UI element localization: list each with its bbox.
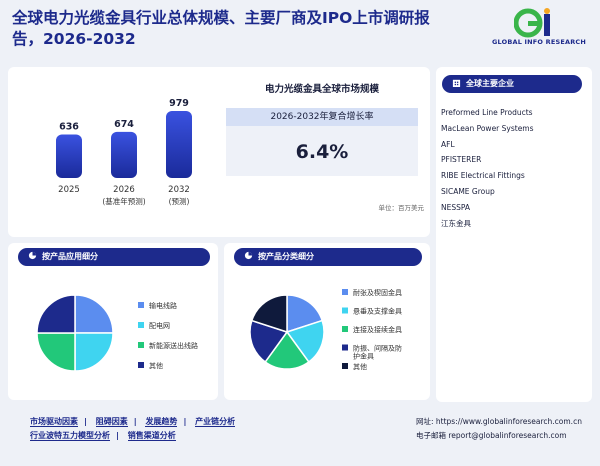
market-size-card: 636 2025 674 2026 (基准年预测) 979 2032 (预测) 电力光缆金具全… — [8, 67, 430, 237]
companies-header: 全球主要企业 — [442, 75, 582, 93]
logo-text: GLOBAL INFO RESEARCH — [491, 38, 587, 46]
bar-value-label: 674 — [114, 119, 134, 130]
bar-value-label: 979 — [169, 98, 189, 109]
companies-card: 全球主要企业 Preformed Line Products MacLean P… — [436, 67, 592, 402]
pie-slice — [36, 294, 76, 334]
bar-2025 — [56, 134, 82, 178]
pie-slice — [285, 319, 325, 363]
footer-contact: 网址: https://www.globalinforesearch.com.c… — [416, 415, 582, 443]
bar-2032 — [166, 111, 192, 178]
pie-slice — [249, 319, 289, 363]
legend-swatch — [138, 342, 144, 348]
company-item: AFL — [441, 139, 455, 149]
footer-link-trends[interactable]: 发展趋势 — [145, 417, 178, 427]
bar-value-label: 636 — [59, 121, 79, 132]
legend-label: 连接及接续金具 — [353, 325, 402, 334]
legend-label: 悬垂及支撑金具 — [353, 307, 402, 316]
company-item: 江东金具 — [441, 218, 471, 228]
pie-icon — [244, 251, 253, 260]
legend-swatch — [138, 362, 144, 368]
product-type-title: 按产品分类细分 — [258, 252, 314, 261]
product-type-header: 按产品分类细分 — [234, 248, 422, 266]
legend-swatch — [342, 363, 348, 369]
cagr-box — [226, 126, 418, 176]
legend-label: 防振、间隔及防护金具 — [353, 344, 402, 361]
company-list: Preformed Line Products MacLean Power Sy… — [441, 105, 534, 231]
company-item: Preformed Line Products — [441, 108, 533, 117]
legend-swatch — [138, 302, 144, 308]
market-bar-chart: 636 2025 674 2026(基准年预测) 979 2032(预测) — [56, 98, 192, 206]
pie-slice — [250, 294, 288, 334]
pie-slice — [264, 330, 310, 370]
footer-link-channels[interactable]: 销售渠道分析 — [127, 431, 176, 441]
building-icon — [452, 79, 461, 87]
footer-link-chain[interactable]: 产业链分析 — [195, 417, 236, 427]
pie-slice — [36, 332, 76, 372]
bar-year-label: 2032 — [168, 185, 190, 195]
company-item: MacLean Power Systems — [441, 123, 534, 133]
company-item: RIBE Electrical Fittings — [441, 171, 525, 181]
footer-link-porter[interactable]: 行业波特五力模型分析 — [30, 431, 110, 441]
pie-icon — [28, 251, 37, 260]
pie-slice — [74, 294, 114, 334]
application-title: 按产品应用细分 — [42, 252, 98, 261]
legend-label: 输电线路 — [149, 301, 177, 310]
bar-year-label: 2025 — [58, 185, 80, 195]
legend-swatch — [138, 322, 144, 328]
footer-link-barriers[interactable]: 阻碍因素 — [95, 417, 128, 427]
legend-label: 新能源送出线路 — [149, 341, 198, 350]
application-header: 按产品应用细分 — [18, 248, 210, 266]
footer-link-drivers[interactable]: 市场驱动因素 — [30, 417, 78, 427]
legend-swatch — [342, 289, 348, 295]
market-title: 电力光缆金具全球市场规模 — [264, 84, 379, 95]
legend-label: 其他 — [353, 362, 367, 371]
company-item: PFISTERER — [441, 155, 482, 165]
logo-gi-icon — [514, 8, 550, 38]
report-title: 全球电力光缆金具行业总体规模、主要厂商及IPO上市调研报告，2026-2032 — [12, 9, 430, 48]
company-item: NESSPA — [441, 202, 471, 212]
website-text[interactable]: 网址: https://www.globalinforesearch.com.c… — [416, 417, 582, 426]
legend-swatch — [342, 307, 348, 314]
company-logo: GLOBAL INFO RESEARCH — [484, 8, 594, 48]
product-type-card: 按产品分类细分 耐张及楔固金具 悬垂及支撑金具 连接及接续金具防振、间隔及防护金具其… — [224, 243, 430, 400]
pie-slice — [74, 332, 114, 372]
bar-year-label: 2026 — [113, 185, 135, 195]
bar-note-label: (基准年预测) — [102, 196, 145, 206]
company-item: SICAME Group — [441, 186, 495, 196]
cagr-label: 2026-2032年复合增长率 — [226, 108, 418, 126]
legend-swatch — [342, 344, 348, 351]
cagr-value: 6.4% — [295, 141, 349, 163]
bar-note-label: (预测) — [169, 196, 190, 206]
legend-swatch — [342, 326, 348, 332]
legend-label: 其他 — [149, 361, 163, 370]
footer-links: 市场驱动因素 | 阻碍因素 | 发展趋势 | 产业链分析 行业波特五力模型分析 | 销售… — [30, 417, 236, 441]
companies-title: 全球主要企业 — [466, 79, 514, 88]
application-card: 按产品应用细分 输电线路配电网新能源送出线路 其他 — [8, 243, 218, 400]
unit-label: 单位：百万美元 — [378, 204, 425, 212]
bar-2026 — [111, 131, 137, 178]
email-text[interactable]: 电子邮箱 report@globalinforesearch.com — [416, 431, 567, 440]
legend-label: 配电网 — [149, 321, 170, 330]
legend-label: 耐张及楔固金具 — [353, 288, 402, 297]
